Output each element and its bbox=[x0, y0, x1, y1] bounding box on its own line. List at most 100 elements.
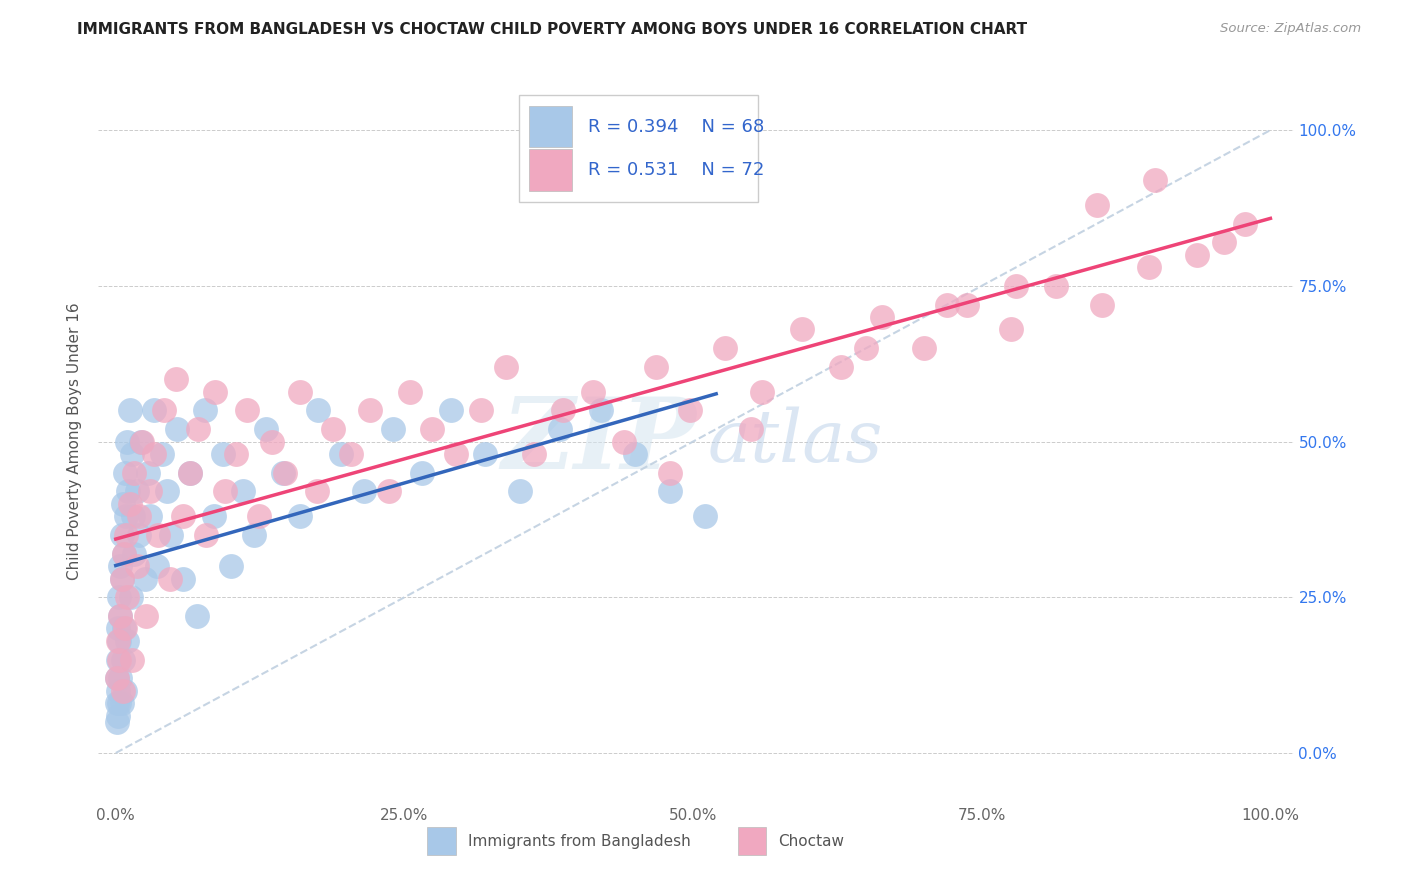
Point bbox=[693, 509, 716, 524]
Point bbox=[1005, 278, 1028, 293]
Point bbox=[128, 528, 150, 542]
Point bbox=[1045, 278, 1067, 293]
Point bbox=[114, 683, 136, 698]
Point bbox=[108, 591, 131, 605]
Point bbox=[212, 447, 235, 461]
Point bbox=[855, 341, 877, 355]
Point bbox=[122, 547, 145, 561]
Point bbox=[186, 609, 208, 624]
Point bbox=[243, 528, 266, 542]
Point bbox=[446, 447, 468, 461]
Point bbox=[108, 652, 131, 666]
Point bbox=[105, 671, 128, 685]
Point bbox=[523, 447, 546, 461]
Point bbox=[112, 547, 135, 561]
Point bbox=[115, 528, 138, 542]
Point bbox=[613, 434, 636, 449]
Text: Source: ZipAtlas.com: Source: ZipAtlas.com bbox=[1220, 22, 1361, 36]
Point bbox=[128, 509, 150, 524]
Point bbox=[129, 434, 152, 449]
Point bbox=[194, 528, 217, 542]
Point bbox=[107, 683, 129, 698]
Point bbox=[146, 559, 169, 574]
Point bbox=[1000, 322, 1022, 336]
Point bbox=[1143, 173, 1166, 187]
Point bbox=[117, 591, 139, 605]
Point bbox=[274, 466, 297, 480]
Point bbox=[150, 447, 173, 461]
Point bbox=[105, 714, 128, 729]
Point bbox=[179, 466, 201, 480]
Text: R = 0.531    N = 72: R = 0.531 N = 72 bbox=[589, 161, 765, 179]
Point bbox=[111, 683, 134, 698]
Point bbox=[159, 572, 181, 586]
Bar bbox=[738, 828, 766, 855]
Point bbox=[340, 447, 363, 461]
Point bbox=[114, 466, 136, 480]
Point bbox=[202, 509, 225, 524]
Point bbox=[105, 696, 128, 710]
Text: Choctaw: Choctaw bbox=[779, 834, 845, 848]
Point bbox=[581, 384, 603, 399]
Point bbox=[378, 484, 401, 499]
Point bbox=[645, 359, 668, 374]
Point bbox=[179, 466, 201, 480]
Point bbox=[148, 528, 170, 542]
Point bbox=[305, 484, 328, 499]
Point bbox=[872, 310, 894, 324]
Point bbox=[1091, 297, 1114, 311]
Point bbox=[219, 559, 242, 574]
Point bbox=[110, 671, 132, 685]
Bar bbox=[519, 95, 758, 202]
Point bbox=[110, 572, 132, 586]
Point bbox=[110, 559, 132, 574]
Point bbox=[830, 359, 852, 374]
Point bbox=[740, 422, 762, 436]
Point bbox=[120, 591, 142, 605]
Point bbox=[474, 447, 496, 461]
Point bbox=[247, 509, 270, 524]
Point bbox=[172, 509, 194, 524]
Point bbox=[551, 403, 574, 417]
Text: atlas: atlas bbox=[709, 406, 883, 477]
Point bbox=[165, 372, 187, 386]
Text: IMMIGRANTS FROM BANGLADESH VS CHOCTAW CHILD POVERTY AMONG BOYS UNDER 16 CORRELAT: IMMIGRANTS FROM BANGLADESH VS CHOCTAW CH… bbox=[77, 22, 1028, 37]
Point bbox=[107, 708, 129, 723]
Point bbox=[111, 497, 134, 511]
Point bbox=[204, 384, 226, 399]
Point bbox=[117, 633, 139, 648]
Point bbox=[439, 403, 461, 417]
Point bbox=[1234, 217, 1257, 231]
Point bbox=[936, 297, 959, 311]
Text: ZIP: ZIP bbox=[501, 393, 696, 490]
Point bbox=[495, 359, 517, 374]
Point bbox=[194, 403, 217, 417]
Point bbox=[550, 422, 572, 436]
Point bbox=[134, 572, 156, 586]
Point bbox=[1137, 260, 1160, 274]
Point bbox=[470, 403, 492, 417]
Point bbox=[1185, 248, 1208, 262]
Point bbox=[624, 447, 647, 461]
Point bbox=[172, 572, 194, 586]
Bar bbox=[529, 149, 572, 191]
Point bbox=[125, 559, 148, 574]
Point bbox=[107, 633, 129, 648]
Point bbox=[271, 466, 294, 480]
Point bbox=[589, 403, 612, 417]
Point bbox=[139, 484, 162, 499]
Point bbox=[108, 633, 131, 648]
Point bbox=[420, 422, 443, 436]
Point bbox=[110, 528, 132, 542]
Point bbox=[381, 422, 404, 436]
Point bbox=[153, 403, 176, 417]
Point bbox=[142, 447, 165, 461]
Text: R = 0.394    N = 68: R = 0.394 N = 68 bbox=[589, 118, 765, 136]
Point bbox=[122, 509, 145, 524]
Point bbox=[121, 447, 143, 461]
Point bbox=[122, 466, 145, 480]
Point bbox=[322, 422, 344, 436]
Point bbox=[912, 341, 935, 355]
Point bbox=[290, 384, 312, 399]
Point bbox=[329, 447, 352, 461]
